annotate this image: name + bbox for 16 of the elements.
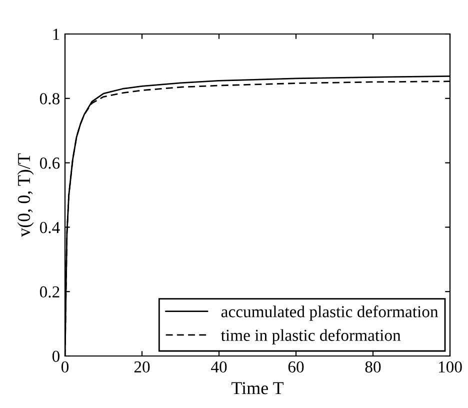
- x-tick-label: 80: [365, 361, 381, 373]
- x-tick-label: 0: [61, 361, 69, 373]
- y-axis-title: v(0, 0, T)/T: [17, 153, 34, 237]
- x-tick-label: 20: [134, 361, 150, 373]
- x-tick-label: 100: [438, 361, 462, 373]
- y-tick-label: 0.8: [40, 93, 60, 104]
- y-tick-label: 0.6: [40, 158, 60, 169]
- legend-label: accumulated plastic deformation: [221, 305, 438, 321]
- y-tick-label: 0.2: [40, 286, 60, 298]
- x-tick-label: 60: [288, 361, 304, 373]
- x-tick-label: 40: [210, 361, 227, 373]
- x-axis-title: Time T: [231, 382, 284, 394]
- y-tick-label: 0: [52, 350, 60, 362]
- legend-label: time in plastic deformation: [220, 329, 401, 344]
- y-tick-label: 0.4: [40, 222, 60, 234]
- y-tick-label: 1: [53, 28, 60, 40]
